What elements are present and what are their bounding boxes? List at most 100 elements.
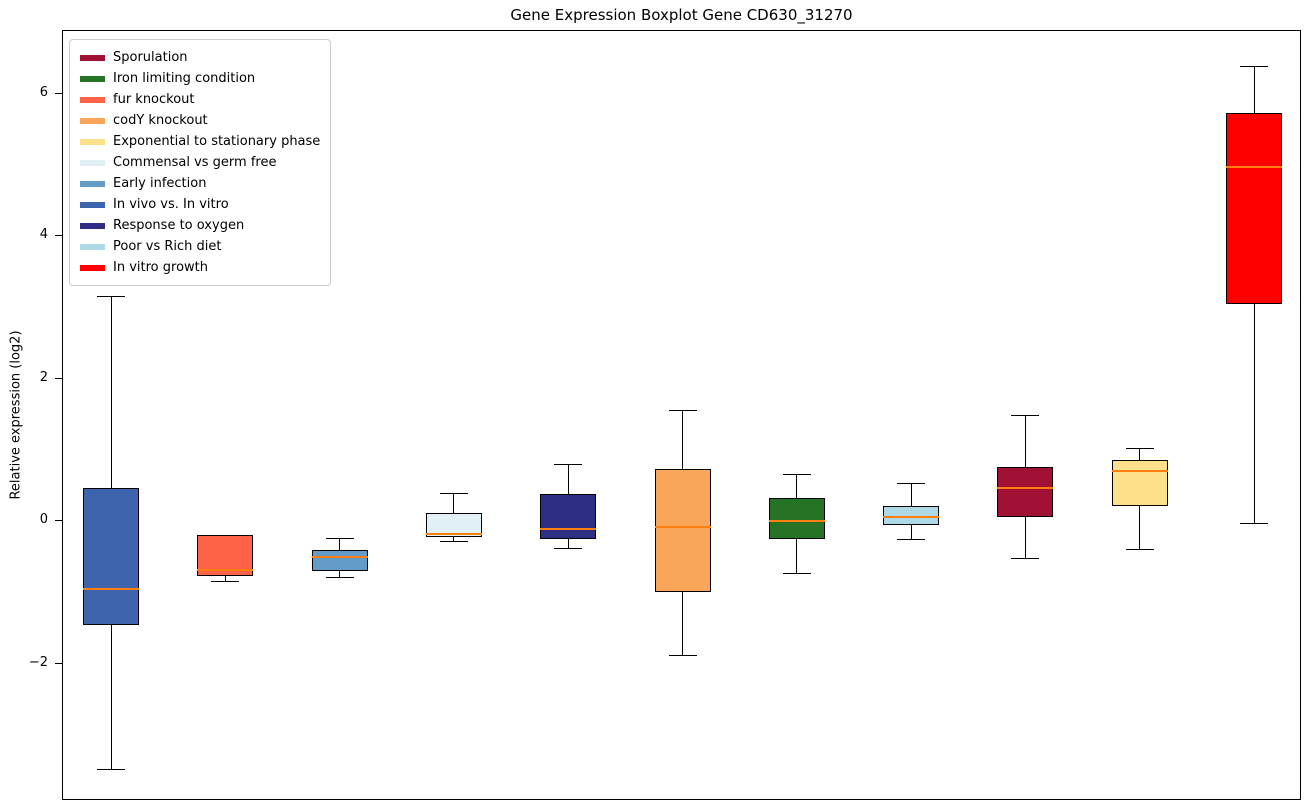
legend-label: codY knockout xyxy=(113,113,208,128)
lower-whisker-cap xyxy=(325,577,354,579)
y-axis-label: Relative expression (log2) xyxy=(8,330,24,500)
median-line xyxy=(540,527,597,530)
lower-whisker xyxy=(1253,303,1255,524)
y-tick-mark xyxy=(55,662,62,664)
legend-item: In vitro growth xyxy=(80,257,320,278)
box xyxy=(425,513,482,537)
y-tick-mark xyxy=(55,377,62,379)
lower-whisker-cap xyxy=(1011,558,1040,560)
box xyxy=(997,466,1054,517)
legend-color-swatch xyxy=(80,54,105,61)
upper-whisker-cap xyxy=(897,483,926,485)
legend-item: Early infection xyxy=(80,173,320,194)
legend-item: Poor vs Rich diet xyxy=(80,236,320,257)
box xyxy=(1226,112,1282,304)
lower-whisker xyxy=(224,575,226,581)
legend-item: Commensal vs germ free xyxy=(80,152,320,173)
upper-whisker-cap xyxy=(439,493,468,495)
plot-area: Sporulation Iron limiting condition fur kn… xyxy=(62,30,1301,800)
legend-color-swatch xyxy=(80,243,105,250)
upper-whisker xyxy=(1139,447,1141,460)
median-line xyxy=(311,555,368,558)
legend-color-swatch xyxy=(80,159,105,166)
legend-item: Sporulation xyxy=(80,47,320,68)
legend-label: Iron limiting condition xyxy=(113,71,256,86)
legend-label: Response to oxygen xyxy=(113,218,245,233)
legend-color-swatch xyxy=(80,138,105,145)
upper-whisker-cap xyxy=(1011,414,1040,416)
y-tick-mark xyxy=(55,520,62,522)
y-tick-mark xyxy=(55,235,62,237)
legend-color-swatch xyxy=(80,180,105,187)
upper-whisker xyxy=(567,464,569,494)
lower-whisker xyxy=(910,525,912,539)
lower-whisker-cap xyxy=(1125,548,1154,550)
median-line xyxy=(425,532,482,535)
lower-whisker-cap xyxy=(897,538,926,540)
lower-whisker xyxy=(1139,506,1141,549)
lower-whisker-cap xyxy=(439,541,468,542)
upper-whisker-cap xyxy=(782,474,811,476)
legend-item: Exponential to stationary phase xyxy=(80,131,320,152)
upper-whisker-cap xyxy=(668,409,697,411)
lower-whisker xyxy=(682,592,683,655)
legend-label: fur knockout xyxy=(113,92,195,107)
legend-item: Response to oxygen xyxy=(80,215,320,236)
upper-whisker-cap xyxy=(554,464,583,466)
upper-whisker xyxy=(910,483,912,507)
lower-whisker-cap xyxy=(211,580,240,582)
upper-whisker xyxy=(682,409,683,470)
median-line xyxy=(83,587,139,590)
box xyxy=(311,550,368,571)
median-line xyxy=(997,487,1054,490)
upper-whisker-cap xyxy=(1125,447,1154,449)
legend-item: fur knockout xyxy=(80,89,320,110)
median-line xyxy=(654,525,711,528)
upper-whisker xyxy=(453,493,455,514)
box xyxy=(768,498,825,539)
median-line xyxy=(1226,166,1282,169)
median-line xyxy=(1111,470,1168,473)
y-tick-label: −2 xyxy=(28,654,48,670)
legend-item: Iron limiting condition xyxy=(80,68,320,89)
y-tick-mark xyxy=(55,92,62,94)
legend-color-swatch xyxy=(80,117,105,124)
y-tick-label: 4 xyxy=(39,227,48,243)
legend-item: codY knockout xyxy=(80,110,320,131)
upper-whisker xyxy=(339,538,341,551)
upper-whisker xyxy=(796,474,798,499)
upper-whisker-cap xyxy=(1240,65,1268,67)
lower-whisker xyxy=(1024,516,1026,559)
lower-whisker xyxy=(339,570,341,578)
median-line xyxy=(197,568,254,571)
lower-whisker xyxy=(567,538,569,549)
legend-label: In vivo vs. In vitro xyxy=(113,197,229,212)
box xyxy=(654,469,711,593)
upper-whisker xyxy=(1253,65,1255,113)
median-line xyxy=(883,515,940,518)
legend-label: Poor vs Rich diet xyxy=(113,239,222,254)
legend-color-swatch xyxy=(80,201,105,208)
legend-label: Early infection xyxy=(113,176,207,191)
y-tick-label: 2 xyxy=(39,369,48,385)
y-tick-label: 0 xyxy=(39,512,48,528)
lower-whisker xyxy=(453,536,455,541)
legend-color-swatch xyxy=(80,264,105,271)
legend-label: Exponential to stationary phase xyxy=(113,134,321,149)
legend-color-swatch xyxy=(80,222,105,229)
legend-label: Commensal vs germ free xyxy=(113,155,277,170)
lower-whisker-cap xyxy=(554,548,583,550)
legend-label: Sporulation xyxy=(113,50,188,65)
lower-whisker-cap xyxy=(1240,523,1268,525)
legend-item: In vivo vs. In vitro xyxy=(80,194,320,215)
lower-whisker xyxy=(110,625,112,769)
legend-color-swatch xyxy=(80,96,105,103)
upper-whisker-cap xyxy=(325,538,354,540)
legend-color-swatch xyxy=(80,75,105,82)
box xyxy=(883,506,940,526)
upper-whisker-cap xyxy=(97,295,125,297)
y-tick-label: 6 xyxy=(39,84,48,100)
lower-whisker-cap xyxy=(97,768,125,770)
legend: Sporulation Iron limiting condition fur kn… xyxy=(69,39,332,286)
